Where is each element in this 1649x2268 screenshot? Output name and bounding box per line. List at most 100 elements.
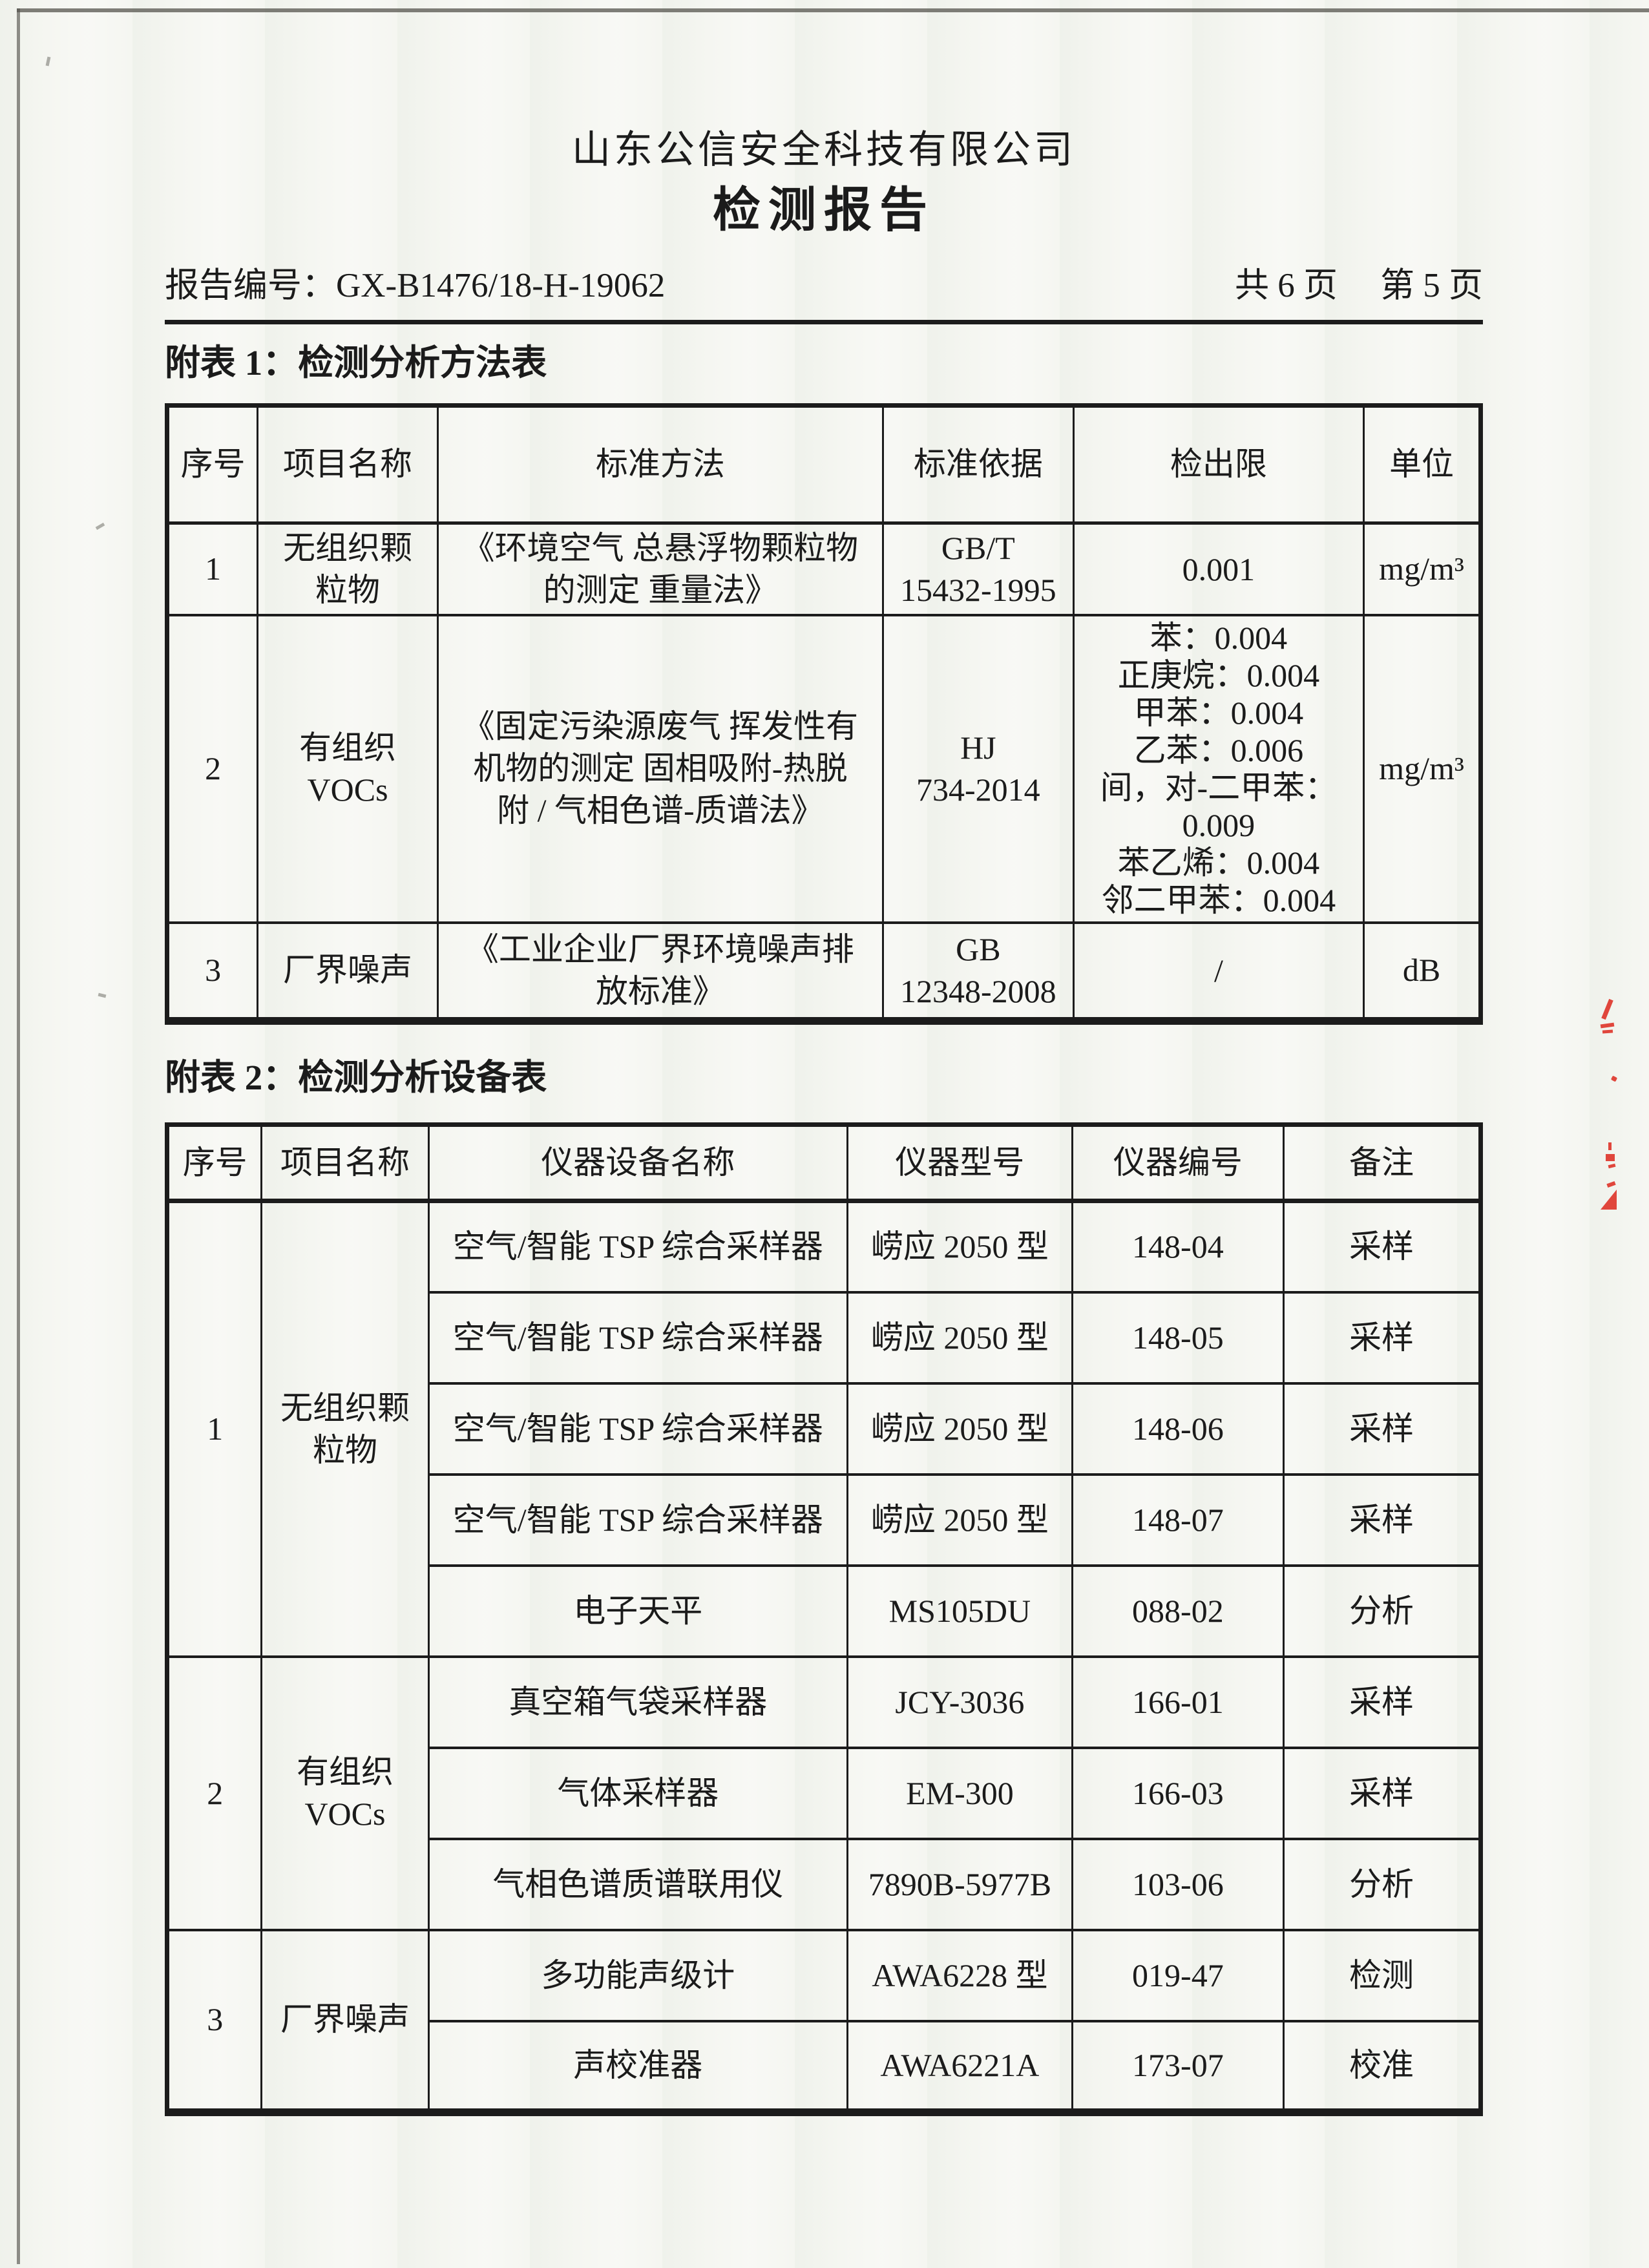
table-row: 电子天平 MS105DU 088-02 分析 [167, 1564, 1482, 1658]
cell-note: 采样 [1283, 1746, 1482, 1840]
table2-caption: 附表 2：检测分析设备表 [165, 1057, 547, 1097]
red-ink-mark [1600, 1022, 1615, 1029]
cell-equipment-name: 气相色谱质谱联用仪 [427, 1837, 849, 1931]
cell-equipment-name: 真空箱气袋采样器 [427, 1655, 849, 1749]
cell-note: 检测 [1283, 1928, 1482, 2022]
cell-unit: mg/m³ [1363, 613, 1482, 924]
report-number-value: GX-B1476/18-H-19062 [336, 266, 666, 304]
col-seq: 序号 [165, 404, 259, 525]
cell-model: AWA6221A [846, 2019, 1073, 2114]
page-content: 山东公信安全科技有限公司 检测报告 报告编号：GX-B1476/18-H-190… [165, 0, 1483, 2116]
company-name: 山东公信安全科技有限公司 [572, 129, 1076, 171]
scan-speck [95, 522, 105, 530]
cell-serial: 088-02 [1071, 1564, 1285, 1658]
cell-seq: 3 [165, 921, 259, 1022]
report-number: 报告编号：GX-B1476/18-H-19062 [165, 264, 665, 307]
cell-method: 《工业企业厂界环境噪声排 放标准》 [436, 921, 884, 1022]
cell-equipment-name: 气体采样器 [427, 1746, 849, 1840]
cell-note: 采样 [1283, 1655, 1482, 1749]
col-item: 项目名称 [257, 404, 439, 525]
cell-note: 采样 [1283, 1290, 1482, 1385]
cell-equipment-name: 空气/智能 TSP 综合采样器 [427, 1290, 849, 1385]
col-note: 备注 [1283, 1123, 1482, 1204]
cell-model: 7890B-5977B [846, 1837, 1073, 1931]
page-indicator: 共 6 页 第 5 页 [1235, 264, 1483, 307]
col-unit: 单位 [1363, 404, 1482, 525]
red-ink-mark [1610, 1075, 1618, 1082]
col-equipment-name: 仪器设备名称 [427, 1123, 849, 1204]
col-seq: 序号 [165, 1123, 263, 1204]
cell-note: 采样 [1283, 1473, 1482, 1567]
report-title: 检测报告 [713, 184, 935, 237]
col-item: 项目名称 [260, 1123, 430, 1204]
cell-note: 分析 [1283, 1564, 1482, 1658]
cell-serial: 148-06 [1071, 1381, 1285, 1476]
cell-serial: 148-04 [1071, 1199, 1285, 1294]
table-row: 声校准器 AWA6221A 173-07 校准 [167, 2019, 1482, 2114]
cell-item: 厂界噪声 [257, 921, 439, 1022]
cell-item: 有组织 VOCs [257, 613, 439, 924]
cell-serial: 019-47 [1071, 1928, 1285, 2022]
red-ink-mark [1606, 1154, 1615, 1161]
cell-model: 崂应 2050 型 [846, 1290, 1073, 1385]
cell-limit: 0.001 [1072, 521, 1365, 616]
cell-basis: HJ 734-2014 [881, 613, 1075, 924]
table-row: 空气/智能 TSP 综合采样器 崂应 2050 型 148-07 采样 [167, 1473, 1482, 1567]
cell-item: 无组织颗 粒物 [257, 521, 439, 616]
table-row: 3 厂界噪声 多功能声级计 AWA6228 型 019-47 检测 [165, 1928, 1482, 2114]
table-row: 气体采样器 EM-300 166-03 采样 [167, 1746, 1482, 1840]
cell-model: AWA6228 型 [846, 1928, 1073, 2022]
cell-equipment-name: 空气/智能 TSP 综合采样器 [427, 1473, 849, 1567]
cell-method: 《固定污染源废气 挥发性有 机物的测定 固相吸附-热脱 附 / 气相色谱-质谱法… [436, 613, 884, 924]
table-row: 1 无组织颗 粒物 空气/智能 TSP 综合采样器 崂应 2050 型 148-… [165, 1199, 1482, 1658]
table-row: 3 厂界噪声 《工业企业厂界环境噪声排 放标准》 GB 12348-2008 /… [165, 921, 1482, 1022]
cell-limit: 苯：0.004 正庚烷：0.004 甲苯：0.004 乙苯：0.006 间，对-… [1072, 613, 1365, 924]
red-ink-mark [1601, 1190, 1617, 1210]
red-ink-mark [1602, 1029, 1613, 1034]
cell-note: 校准 [1283, 2019, 1482, 2114]
cell-seq: 2 [165, 613, 259, 924]
cell-serial: 173-07 [1071, 2019, 1285, 2114]
cell-model: EM-300 [846, 1746, 1073, 1840]
cell-basis: GB/T 15432-1995 [881, 521, 1075, 616]
col-model: 仪器型号 [846, 1123, 1073, 1204]
scan-edge-top [17, 8, 1649, 12]
scan-speck [45, 56, 51, 67]
current-page: 第 5 页 [1380, 266, 1483, 304]
cell-note: 采样 [1283, 1199, 1482, 1294]
method-table: 序号 项目名称 标准方法 标准依据 检出限 单位 1 无组织颗 粒物 《环境空气… [165, 403, 1483, 1025]
cell-equipment-name: 多功能声级计 [427, 1928, 849, 2022]
table-row: 2 有组织 VOCs 《固定污染源废气 挥发性有 机物的测定 固相吸附-热脱 附… [165, 613, 1482, 924]
red-ink-mark [1608, 1163, 1616, 1169]
cell-item: 有组织 VOCs [260, 1655, 430, 1931]
table-row: 气相色谱质谱联用仪 7890B-5977B 103-06 分析 [167, 1837, 1482, 1931]
cell-equipment-name: 电子天平 [427, 1564, 849, 1658]
cell-serial: 148-05 [1071, 1290, 1285, 1385]
cell-note: 采样 [1283, 1381, 1482, 1476]
cell-seq: 1 [165, 521, 259, 616]
cell-basis: GB 12348-2008 [881, 921, 1075, 1022]
red-ink-mark [1608, 1142, 1612, 1150]
cell-model: MS105DU [846, 1564, 1073, 1658]
scan-edge-left [17, 8, 20, 2264]
scan-speck [98, 992, 107, 998]
report-number-label: 报告编号： [165, 266, 336, 304]
cell-item: 无组织颗 粒物 [260, 1199, 430, 1658]
cell-seq: 2 [165, 1655, 263, 1931]
cell-serial: 148-07 [1071, 1473, 1285, 1567]
cell-model: 崂应 2050 型 [846, 1199, 1073, 1294]
cell-unit: dB [1363, 921, 1482, 1022]
cell-equipment-name: 声校准器 [427, 2019, 849, 2114]
table-row: 1 无组织颗 粒物 《环境空气 总悬浮物颗粒物 的测定 重量法》 GB/T 15… [165, 521, 1482, 616]
total-pages: 共 6 页 [1235, 266, 1338, 304]
cell-model: 崂应 2050 型 [846, 1381, 1073, 1476]
table1-caption: 附表 1：检测分析方法表 [165, 343, 547, 383]
col-limit: 检出限 [1072, 404, 1365, 525]
col-method: 标准方法 [436, 404, 884, 525]
table-row: 2 有组织 VOCs 真空箱气袋采样器 JCY-3036 166-01 采样 [165, 1655, 1482, 1931]
cell-note: 分析 [1283, 1837, 1482, 1931]
cell-serial: 103-06 [1071, 1837, 1285, 1931]
table-row: 空气/智能 TSP 综合采样器 崂应 2050 型 148-05 采样 [167, 1290, 1482, 1385]
cell-serial: 166-03 [1071, 1746, 1285, 1840]
